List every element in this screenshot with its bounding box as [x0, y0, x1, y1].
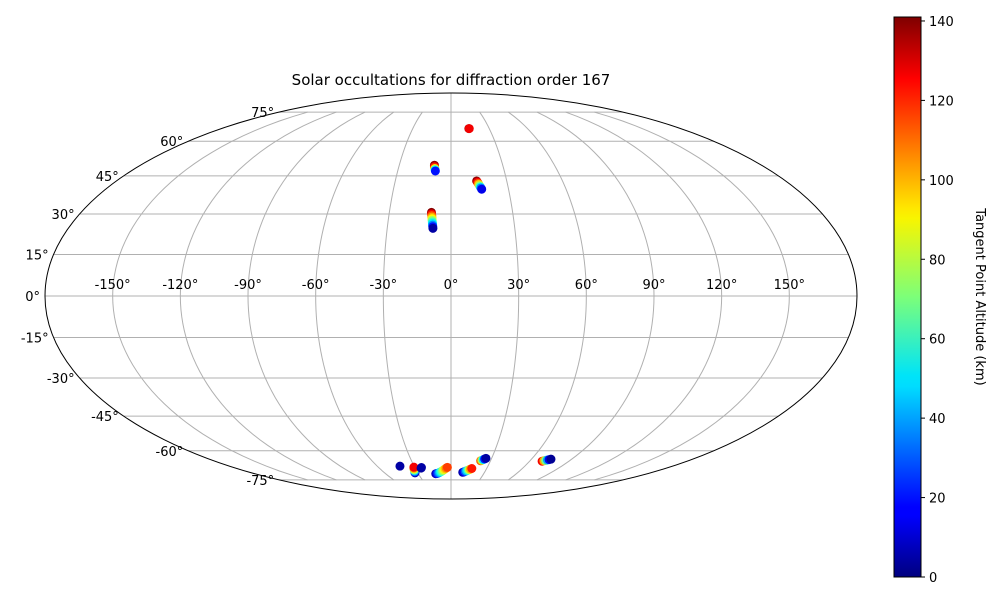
- latitude-tick-label: -75°: [246, 474, 274, 489]
- chart-title: Solar occultations for diffraction order…: [292, 71, 611, 89]
- longitude-tick-label: -60°: [302, 278, 330, 293]
- longitude-tick-label: 120°: [706, 278, 737, 293]
- longitude-tick-label: 150°: [774, 278, 805, 293]
- latitude-tick-label: -30°: [47, 372, 75, 387]
- occultation-point: [546, 454, 556, 464]
- colorbar-tick-label: 140: [929, 15, 954, 30]
- occultation-point: [428, 223, 438, 233]
- colorbar-ticks: 0 20 40 60 80 100 120 140: [921, 15, 954, 586]
- longitude-tick-label: 60°: [575, 278, 598, 293]
- latitude-tick-label: 15°: [26, 248, 49, 263]
- colorbar-label: Tangent Point Altitude (km): [972, 207, 987, 385]
- colorbar-gradient: [893, 16, 922, 578]
- occultation-point: [409, 462, 419, 472]
- longitude-tick-label: -90°: [234, 278, 262, 293]
- longitude-tick-label: -150°: [95, 278, 131, 293]
- longitude-tick-label: -120°: [162, 278, 198, 293]
- parallel-gridlines: [45, 111, 857, 481]
- colorbar-tick-label: 20: [929, 492, 946, 507]
- longitude-tick-label: -30°: [369, 278, 397, 293]
- latitude-tick-label: -45°: [91, 410, 119, 425]
- latitude-tick-label: 75°: [251, 106, 274, 121]
- latitude-tick-label: 60°: [160, 135, 183, 150]
- scatter-points: [395, 124, 556, 479]
- latitude-tick-label: -60°: [156, 445, 184, 460]
- colorbar-tick-label: 80: [929, 253, 946, 268]
- map-plot-area: -150° -120° -90° -60° -30° 0° 30° 60° 90° 120° 150…: [21, 92, 858, 500]
- occultation-point: [481, 453, 491, 463]
- occultation-point: [416, 463, 426, 473]
- longitude-tick-label: 90°: [642, 278, 665, 293]
- colorbar-tick-label: 100: [929, 174, 954, 189]
- occultation-point: [464, 124, 474, 134]
- colorbar-tick-label: 120: [929, 94, 954, 109]
- occultation-point: [430, 166, 440, 176]
- occultation-point: [477, 184, 487, 194]
- map-boundary: [44, 92, 858, 500]
- occultation-point: [442, 462, 452, 472]
- colorbar-tick-label: 0: [929, 571, 937, 586]
- colorbar-tick-label: 60: [929, 333, 946, 348]
- colorbar-tick-label: 40: [929, 412, 946, 427]
- latitude-tick-label: 45°: [96, 170, 119, 185]
- longitude-tick-label: 0°: [444, 278, 459, 293]
- latitude-tick-label: 30°: [52, 208, 75, 223]
- occultation-point: [467, 464, 477, 473]
- longitude-tick-labels: -150° -120° -90° -60° -30° 0° 30° 60° 90° 120° 150…: [95, 278, 805, 293]
- latitude-tick-labels: -75° -60° -45° -30° -15° 0° 15° 30° 45° 60° 75°: [21, 106, 274, 489]
- latitude-tick-label: -15°: [21, 332, 49, 347]
- longitude-tick-label: 30°: [507, 278, 530, 293]
- latitude-tick-label: 0°: [25, 290, 40, 305]
- colorbar: 0 20 40 60 80 100 120 140 Tangent Point Altitud…: [893, 15, 987, 586]
- occultation-point: [395, 461, 405, 471]
